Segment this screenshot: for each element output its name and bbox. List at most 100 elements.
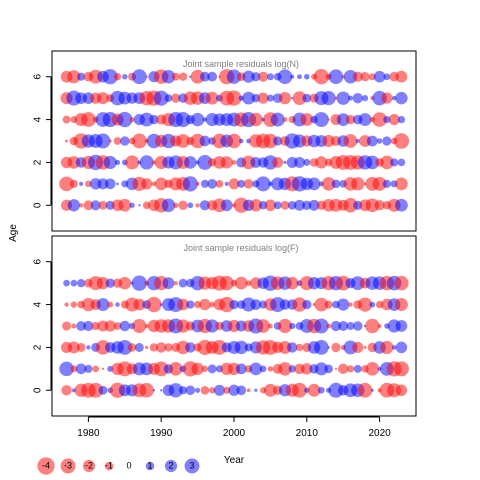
residual-bubble (228, 384, 240, 396)
residual-bubble (381, 92, 393, 104)
residual-bubble (199, 71, 210, 82)
residual-bubble (71, 323, 77, 329)
residual-bubble (283, 160, 287, 165)
residual-bubble (395, 70, 408, 83)
residual-bubble (131, 69, 147, 85)
residual-bubble (161, 198, 176, 213)
residual-bubble (131, 133, 147, 149)
residual-bubble (360, 72, 370, 82)
residual-bubble (129, 117, 135, 123)
residual-bubble (237, 179, 246, 188)
residual-bubble (365, 155, 380, 170)
residual-bubble (395, 198, 408, 212)
residual-bubble (207, 179, 218, 189)
residual-bubble (236, 385, 247, 396)
residual-bubble (213, 384, 225, 396)
residual-bubble (113, 137, 122, 145)
residual-bubble (368, 73, 376, 81)
residual-bubble (133, 298, 146, 311)
residual-bubble (220, 156, 233, 169)
legend-label: 3 (189, 460, 194, 470)
residual-bubble (336, 113, 350, 126)
residual-bubble (195, 203, 200, 208)
residual-bubble (63, 279, 70, 287)
residual-bubble (98, 385, 108, 395)
residual-bubble (207, 71, 218, 82)
residual-bubble (302, 93, 312, 103)
residual-bubble (256, 319, 270, 333)
residual-bubble (250, 157, 262, 168)
residual-bubble (185, 342, 196, 353)
residual-bubble (348, 302, 353, 307)
residual-bubble (245, 280, 252, 286)
residual-bubble (205, 91, 219, 105)
residual-bubble (76, 321, 87, 331)
residual-bubble (59, 361, 74, 377)
residual-bubble (346, 321, 355, 331)
residual-bubble (365, 198, 380, 213)
residual-bubble (161, 69, 176, 84)
residual-bubble (338, 363, 349, 375)
residual-bubble (78, 203, 84, 208)
residual-bubble (280, 200, 290, 210)
residual-bubble (79, 181, 84, 186)
residual-bubble (303, 73, 310, 80)
residual-bubble (144, 323, 149, 329)
residual-bubble (61, 385, 72, 396)
residual-bubble (212, 340, 227, 355)
residual-bubble (246, 388, 251, 393)
residual-bubble (289, 322, 296, 330)
residual-bubble (120, 136, 130, 146)
residual-bubble (366, 135, 378, 147)
panel-logN-bubbles (59, 69, 410, 213)
panel-logF-title: Joint sample residuals log(F) (183, 243, 298, 253)
residual-bubble (149, 114, 159, 125)
residual-bubble (101, 367, 105, 371)
residual-bubble (313, 69, 330, 85)
residual-bubble (224, 181, 229, 186)
residual-bubble (382, 179, 392, 189)
residual-bubble (297, 74, 302, 80)
residual-bubble (268, 323, 273, 329)
residual-bubble (70, 301, 78, 308)
residual-bubble (324, 300, 333, 309)
residual-bubble (287, 342, 298, 353)
residual-bubble (201, 365, 209, 373)
residual-bubble (313, 340, 329, 355)
residual-bubble (258, 71, 269, 82)
residual-bubble (86, 345, 91, 350)
residual-bubble (209, 301, 215, 308)
residual-bubble (278, 92, 292, 105)
residual-bubble (397, 115, 406, 124)
residual-bubble (229, 299, 239, 310)
residual-bubble (277, 69, 293, 85)
residual-bubble (377, 324, 382, 328)
residual-bubble (242, 91, 255, 105)
residual-bubble (324, 364, 333, 374)
residual-bubble (383, 115, 391, 124)
residual-bubble (338, 321, 349, 331)
residual-bubble (390, 158, 399, 167)
legend-label: -4 (42, 460, 50, 470)
residual-bubble (257, 92, 269, 104)
residual-bubble (62, 321, 72, 331)
residual-bubble (103, 155, 117, 170)
residual-bubble (273, 136, 283, 146)
residual-bubble (173, 202, 179, 208)
residual-bubble (119, 320, 131, 332)
legend-bubble (164, 459, 178, 473)
residual-bubble (176, 319, 190, 333)
residual-bubble (343, 134, 358, 148)
residual-bubble (141, 178, 153, 190)
residual-bubble (292, 297, 307, 312)
residual-bubble (263, 383, 277, 397)
residual-bubble (249, 199, 263, 212)
legend-bubble (60, 458, 76, 474)
residual-bubble (69, 179, 78, 188)
residual-bubble (139, 112, 154, 127)
residual-bubble (250, 299, 262, 310)
residual-bubble (118, 276, 132, 290)
residual-bubble (365, 362, 380, 376)
residual-bubble (388, 114, 400, 126)
